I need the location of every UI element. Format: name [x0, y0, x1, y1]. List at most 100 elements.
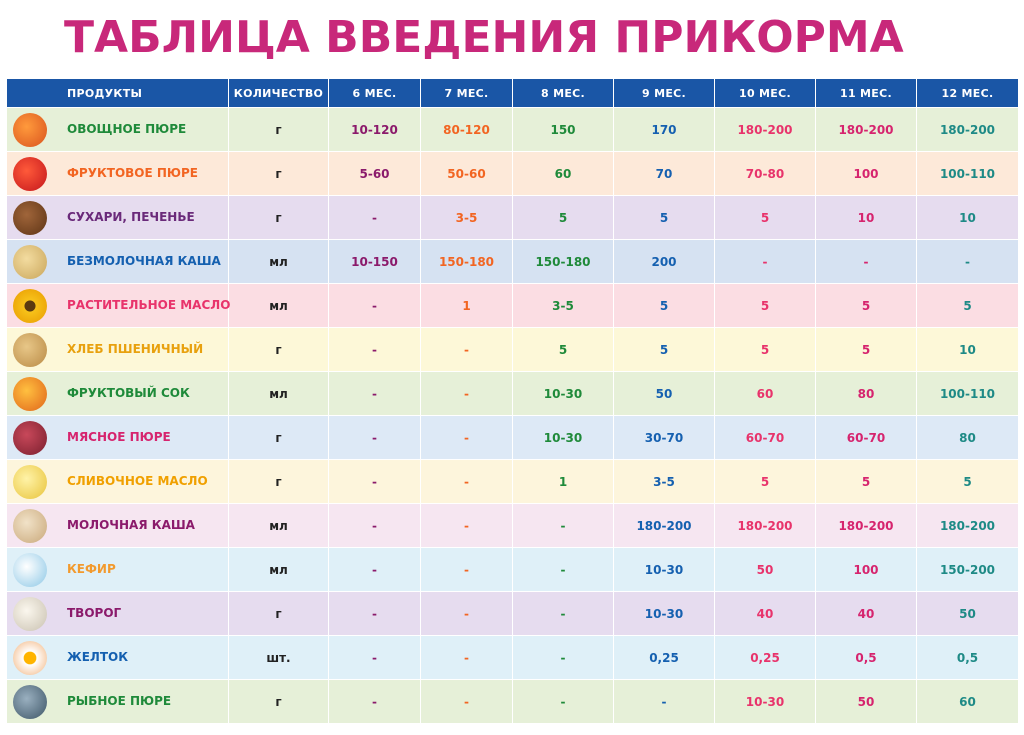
- value-cell: 5: [714, 459, 816, 504]
- value-cell: 10-30: [613, 547, 715, 592]
- value-cell: 5: [815, 327, 917, 372]
- value-cell: 150: [512, 107, 614, 152]
- value-cell: 0,5: [815, 635, 917, 680]
- meat-puree-icon: [13, 421, 47, 455]
- value-cell: -: [420, 635, 513, 680]
- product-cell: ХЛЕБ ПШЕНИЧНЫЙ: [6, 327, 229, 372]
- value-cell: 0,5: [916, 635, 1019, 680]
- value-cell: 80-120: [420, 107, 513, 152]
- value-cell: 3-5: [420, 195, 513, 240]
- value-cell: -: [420, 415, 513, 460]
- value-cell: -: [815, 239, 917, 284]
- value-cell: 3-5: [613, 459, 715, 504]
- juice-icon: [13, 377, 47, 411]
- value-cell: -: [328, 371, 421, 416]
- value-cell: 5: [714, 195, 816, 240]
- milk-porridge-icon: [13, 509, 47, 543]
- page-title: ТАБЛИЦА ВВЕДЕНИЯ ПРИКОРМА: [64, 12, 904, 63]
- table-row: РАСТИТЕЛЬНОЕ МАСЛО мл -1 3-5 5 5 5 5: [6, 283, 1019, 328]
- value-cell: 80: [916, 415, 1019, 460]
- value-cell: 180-200: [815, 107, 917, 152]
- header-month-8: 8 МЕС.: [512, 78, 614, 108]
- value-cell: 60: [714, 371, 816, 416]
- product-cell: СУХАРИ, ПЕЧЕНЬЕ: [6, 195, 229, 240]
- value-cell: 50: [714, 547, 816, 592]
- table-row: РЫБНОЕ ПЮРЕ г - - - -10-30 50 60: [6, 679, 1019, 724]
- value-cell: 100: [815, 151, 917, 196]
- header-month-11: 11 МЕС.: [815, 78, 917, 108]
- value-cell: 5: [613, 283, 715, 328]
- unit-cell: г: [228, 151, 329, 196]
- value-cell: 5-60: [328, 151, 421, 196]
- unit-cell: шт.: [228, 635, 329, 680]
- value-cell: 5: [613, 195, 715, 240]
- value-cell: -: [328, 283, 421, 328]
- value-cell: 5: [916, 459, 1019, 504]
- unit-cell: г: [228, 195, 329, 240]
- value-cell: -: [512, 591, 614, 636]
- product-name: МЯСНОЕ ПЮРЕ: [67, 430, 171, 444]
- product-cell: БЕЗМОЛОЧНАЯ КАША: [6, 239, 229, 284]
- unit-cell: мл: [228, 503, 329, 548]
- value-cell: -: [328, 591, 421, 636]
- unit-cell: мл: [228, 547, 329, 592]
- value-cell: -: [916, 239, 1019, 284]
- sunflower-oil-icon: [13, 289, 47, 323]
- value-cell: 180-200: [714, 107, 816, 152]
- value-cell: 40: [815, 591, 917, 636]
- value-cell: -: [714, 239, 816, 284]
- product-name: ФРУКТОВОЕ ПЮРЕ: [67, 166, 198, 180]
- value-cell: -: [328, 503, 421, 548]
- value-cell: 10-150: [328, 239, 421, 284]
- value-cell: -: [328, 459, 421, 504]
- product-cell: МОЛОЧНАЯ КАША: [6, 503, 229, 548]
- value-cell: -: [328, 679, 421, 724]
- product-cell: СЛИВОЧНОЕ МАСЛО: [6, 459, 229, 504]
- value-cell: -: [328, 415, 421, 460]
- value-cell: -: [328, 327, 421, 372]
- header-month-10: 10 МЕС.: [714, 78, 816, 108]
- value-cell: -: [420, 679, 513, 724]
- value-cell: 180-200: [815, 503, 917, 548]
- value-cell: 70: [613, 151, 715, 196]
- product-name: РАСТИТЕЛЬНОЕ МАСЛО: [67, 298, 231, 312]
- value-cell: 1: [420, 283, 513, 328]
- value-cell: 60: [916, 679, 1019, 724]
- value-cell: -: [512, 547, 614, 592]
- value-cell: -: [512, 503, 614, 548]
- header-month-7: 7 МЕС.: [420, 78, 513, 108]
- value-cell: 150-180: [420, 239, 513, 284]
- egg-yolk-icon: [13, 641, 47, 675]
- value-cell: 100-110: [916, 371, 1019, 416]
- unit-cell: г: [228, 415, 329, 460]
- value-cell: 10-120: [328, 107, 421, 152]
- value-cell: 170: [613, 107, 715, 152]
- value-cell: 50: [916, 591, 1019, 636]
- value-cell: 5: [815, 459, 917, 504]
- product-name: КЕФИР: [67, 562, 116, 576]
- value-cell: -: [328, 635, 421, 680]
- value-cell: 50: [613, 371, 715, 416]
- table-row: МЯСНОЕ ПЮРЕ г - -10-30 30-70 60-70 60-70 80: [6, 415, 1019, 460]
- value-cell: -: [420, 591, 513, 636]
- product-name: СУХАРИ, ПЕЧЕНЬЕ: [67, 210, 195, 224]
- value-cell: 70-80: [714, 151, 816, 196]
- bread-icon: [13, 333, 47, 367]
- porridge-icon: [13, 245, 47, 279]
- table-row: ФРУКТОВОЕ ПЮРЕ г 5-60 50-60 60 70 70-80 100 100-…: [6, 151, 1019, 196]
- product-name: ЖЕЛТОК: [67, 650, 129, 664]
- header-quantity: КОЛИЧЕСТВО: [228, 78, 329, 108]
- product-cell: РАСТИТЕЛЬНОЕ МАСЛО: [6, 283, 231, 328]
- value-cell: 5: [815, 283, 917, 328]
- value-cell: 60-70: [815, 415, 917, 460]
- value-cell: -: [512, 679, 614, 724]
- product-cell: РЫБНОЕ ПЮРЕ: [6, 679, 229, 724]
- product-name: ОВОЩНОЕ ПЮРЕ: [67, 122, 187, 136]
- value-cell: -: [420, 327, 513, 372]
- value-cell: 50-60: [420, 151, 513, 196]
- value-cell: 0,25: [714, 635, 816, 680]
- cottage-cheese-icon: [13, 597, 47, 631]
- table-row: ЖЕЛТОК шт. - - -0,25 0,25 0,5 0,5: [6, 635, 1019, 680]
- value-cell: 80: [815, 371, 917, 416]
- value-cell: 150-200: [916, 547, 1019, 592]
